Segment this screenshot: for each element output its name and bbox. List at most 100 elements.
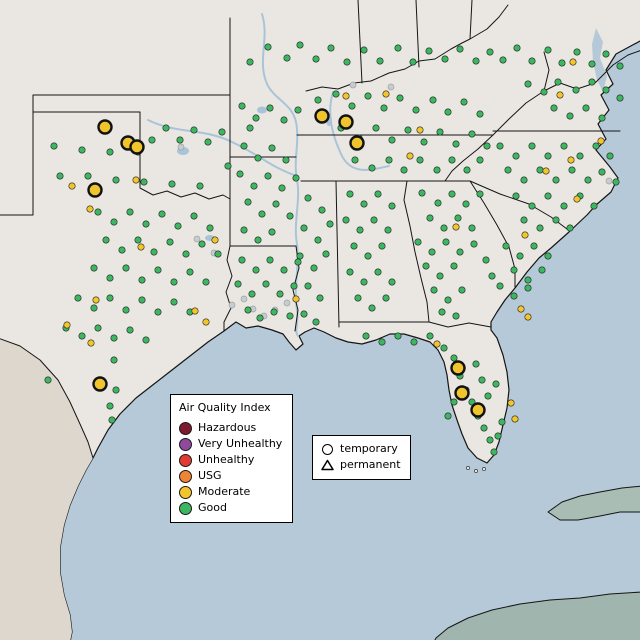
monitor-inactive[interactable]: [605, 177, 613, 185]
monitor-good[interactable]: [444, 296, 452, 304]
monitor-good[interactable]: [268, 228, 276, 236]
monitor-good[interactable]: [582, 104, 590, 112]
monitor-good[interactable]: [512, 152, 520, 160]
monitor-good[interactable]: [573, 48, 581, 56]
monitor-good[interactable]: [516, 252, 524, 260]
monitor-moderate[interactable]: [92, 296, 100, 304]
monitor-good[interactable]: [456, 45, 464, 53]
monitor-good[interactable]: [236, 170, 244, 178]
monitor-good[interactable]: [112, 176, 120, 184]
monitor-good[interactable]: [576, 152, 584, 160]
monitor-good[interactable]: [530, 242, 538, 250]
monitor-good[interactable]: [110, 218, 118, 226]
monitor-good[interactable]: [376, 57, 384, 65]
monitor-good[interactable]: [554, 78, 562, 86]
monitor-good[interactable]: [456, 248, 464, 256]
monitor-good[interactable]: [360, 46, 368, 54]
monitor-good[interactable]: [606, 152, 614, 160]
monitor-good[interactable]: [332, 90, 340, 98]
monitor-good[interactable]: [426, 214, 434, 222]
monitor-good[interactable]: [283, 54, 291, 62]
monitor-good[interactable]: [602, 50, 610, 58]
monitor-good[interactable]: [454, 214, 462, 222]
monitor-good[interactable]: [520, 216, 528, 224]
monitor-temporary_moderate[interactable]: [314, 108, 330, 124]
monitor-good[interactable]: [378, 338, 386, 346]
monitor-good[interactable]: [484, 392, 492, 400]
monitor-good[interactable]: [394, 44, 402, 52]
monitor-good[interactable]: [354, 294, 362, 302]
monitor-good[interactable]: [502, 242, 510, 250]
monitor-good[interactable]: [566, 224, 574, 232]
monitor-good[interactable]: [112, 386, 120, 394]
monitor-good[interactable]: [416, 156, 424, 164]
monitor-good[interactable]: [462, 200, 470, 208]
monitor-good[interactable]: [296, 41, 304, 49]
monitor-good[interactable]: [434, 199, 442, 207]
monitor-good[interactable]: [138, 296, 146, 304]
monitor-good[interactable]: [378, 242, 386, 250]
monitor-good[interactable]: [126, 326, 134, 334]
monitor-good[interactable]: [452, 312, 460, 320]
monitor-moderate[interactable]: [573, 195, 581, 203]
monitor-good[interactable]: [440, 344, 448, 352]
monitor-good[interactable]: [483, 142, 491, 150]
monitor-good[interactable]: [544, 152, 552, 160]
monitor-good[interactable]: [452, 140, 460, 148]
monitor-good[interactable]: [278, 184, 286, 192]
monitor-temporary_moderate[interactable]: [87, 182, 103, 198]
monitor-good[interactable]: [468, 224, 476, 232]
monitor-good[interactable]: [286, 212, 294, 220]
monitor-good[interactable]: [204, 138, 212, 146]
monitor-good[interactable]: [592, 142, 600, 150]
monitor-good[interactable]: [368, 304, 376, 312]
monitor-good[interactable]: [190, 126, 198, 134]
monitor-good[interactable]: [272, 200, 280, 208]
monitor-good[interactable]: [438, 308, 446, 316]
monitor-moderate[interactable]: [507, 399, 515, 407]
monitor-good[interactable]: [504, 166, 512, 174]
monitor-good[interactable]: [450, 398, 458, 406]
monitor-good[interactable]: [250, 182, 258, 190]
monitor-good[interactable]: [362, 332, 370, 340]
monitor-good[interactable]: [496, 142, 504, 150]
monitor-good[interactable]: [78, 332, 86, 340]
monitor-good[interactable]: [94, 324, 102, 332]
monitor-good[interactable]: [174, 222, 182, 230]
monitor-good[interactable]: [244, 198, 252, 206]
monitor-good[interactable]: [351, 156, 359, 164]
monitor-good[interactable]: [490, 448, 498, 456]
monitor-good[interactable]: [538, 266, 546, 274]
monitor-moderate[interactable]: [382, 90, 390, 98]
monitor-good[interactable]: [122, 306, 130, 314]
monitor-good[interactable]: [122, 264, 130, 272]
monitor-good[interactable]: [598, 114, 606, 122]
monitor-good[interactable]: [84, 172, 92, 180]
monitor-good[interactable]: [266, 104, 274, 112]
monitor-good[interactable]: [388, 136, 396, 144]
monitor-good[interactable]: [470, 240, 478, 248]
monitor-good[interactable]: [463, 166, 471, 174]
monitor-good[interactable]: [300, 310, 308, 318]
monitor-good[interactable]: [276, 290, 284, 298]
monitor-good[interactable]: [168, 180, 176, 188]
monitor-good[interactable]: [300, 224, 308, 232]
monitor-good[interactable]: [436, 272, 444, 280]
monitor-good[interactable]: [350, 242, 358, 250]
monitor-good[interactable]: [536, 224, 544, 232]
monitor-good[interactable]: [384, 226, 392, 234]
monitor-good[interactable]: [520, 176, 528, 184]
monitor-temporary_moderate[interactable]: [454, 385, 470, 401]
monitor-good[interactable]: [264, 172, 272, 180]
monitor-good[interactable]: [343, 58, 351, 66]
monitor-good[interactable]: [441, 55, 449, 63]
monitor-good[interactable]: [170, 298, 178, 306]
monitor-good[interactable]: [314, 96, 322, 104]
monitor-good[interactable]: [552, 176, 560, 184]
monitor-good[interactable]: [142, 336, 150, 344]
monitor-inactive[interactable]: [177, 143, 185, 151]
monitor-good[interactable]: [56, 172, 64, 180]
monitor-good[interactable]: [244, 306, 252, 314]
monitor-moderate[interactable]: [556, 91, 564, 99]
monitor-inactive[interactable]: [349, 81, 357, 89]
